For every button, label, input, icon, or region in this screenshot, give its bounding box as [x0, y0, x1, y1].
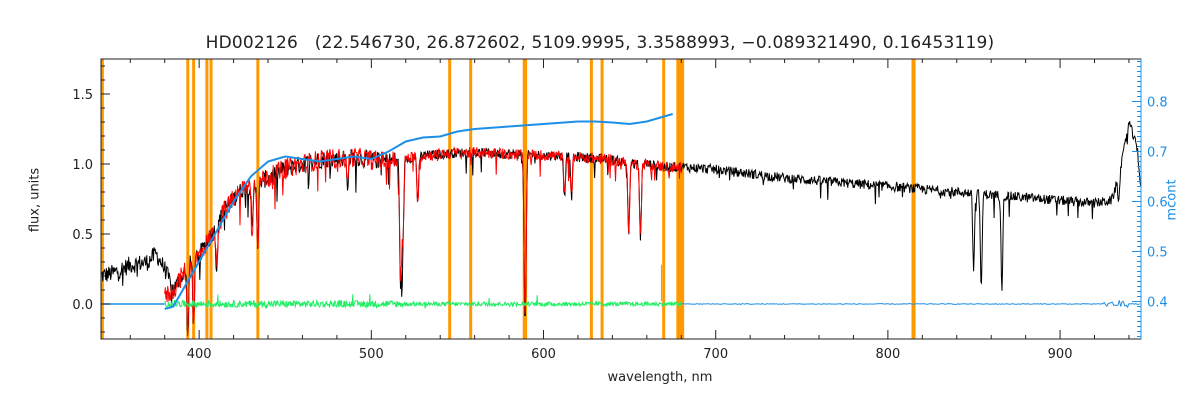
y-tick-label: 0.0 [72, 298, 93, 313]
y2-tick-label: 0.4 [1147, 296, 1168, 311]
residual-extension-line [681, 300, 1141, 309]
masked-region-line [209, 59, 213, 339]
masked-region-line [192, 59, 196, 339]
y2-tick-label: 0.7 [1147, 146, 1168, 161]
y-tick-label: 1.0 [72, 158, 93, 173]
masked-region-line [524, 59, 528, 339]
masked-region-line [600, 59, 604, 339]
residual-layer [164, 264, 682, 310]
y2-tick-label: 0.6 [1147, 196, 1168, 211]
masked-region-line [101, 59, 104, 339]
chart-title: HD002126 (22.546730, 26.872602, 5109.999… [205, 33, 995, 53]
x-tick-label: 600 [531, 347, 556, 362]
masked-region-line [589, 59, 593, 339]
x-tick-label: 900 [1048, 347, 1073, 362]
y-tick-label: 1.5 [72, 88, 93, 103]
x-tick-label: 800 [875, 347, 900, 362]
axes-layer: 400 500 600 700 800 900 0.0 0.5 1.0 1.5 0.4 0.5 0.6 0… [72, 58, 1168, 362]
masked-region-line [256, 59, 260, 339]
model-spectrum-layer [164, 146, 682, 336]
y2-tick-label: 0.5 [1147, 246, 1168, 261]
x-tick-label: 500 [359, 347, 384, 362]
residual-line [164, 294, 682, 310]
masked-region-line [448, 59, 452, 339]
y-tick-label: 0.5 [72, 228, 93, 243]
model-spectrum-line [164, 146, 682, 336]
masked-region-line [205, 59, 209, 339]
x-tick-label: 700 [703, 347, 728, 362]
masked-region-line [676, 59, 680, 339]
x-axis-label: wavelength, nm [607, 370, 713, 385]
masked-region-line [912, 59, 916, 339]
masked-region-line [469, 59, 473, 339]
continuum-curve [164, 113, 673, 310]
continuum-layer [101, 113, 1141, 310]
y2-tick-label: 0.8 [1147, 96, 1168, 111]
masked-region-line [678, 59, 682, 339]
masked-region-line [681, 59, 685, 339]
x-tick-label: 400 [187, 347, 212, 362]
masked-region-line [662, 59, 666, 339]
masked-region-line [186, 59, 190, 339]
masked-regions-layer [101, 59, 916, 339]
